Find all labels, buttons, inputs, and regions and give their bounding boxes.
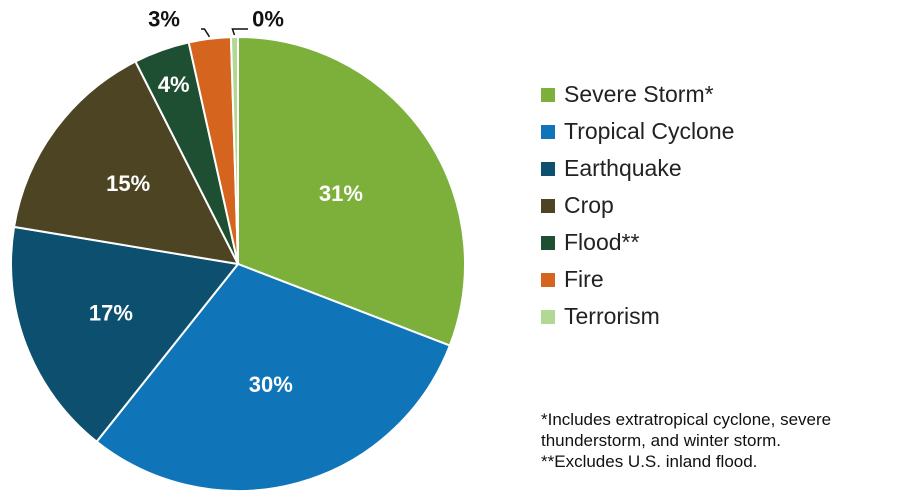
pie-slice-crop (12, 60, 240, 266)
data-label-flood: 4% (158, 72, 190, 97)
legend-item-terrorism: Terrorism (541, 298, 734, 335)
footnote-line-3: **Excludes U.S. inland flood. (541, 452, 758, 471)
data-label-terrorism: 0% (252, 7, 284, 32)
pie-slice-severe-storm (237, 35, 466, 347)
legend-item-flood: Flood** (541, 224, 734, 261)
legend-item-tropical-cyclone: Tropical Cyclone (541, 113, 734, 150)
legend-label-tropical-cyclone: Tropical Cyclone (564, 118, 735, 144)
legend-item-earthquake: Earthquake (541, 150, 734, 187)
data-label-crop: 15% (106, 171, 150, 196)
legend-swatch-terrorism (541, 309, 555, 324)
legend-label-terrorism: Terrorism (564, 303, 660, 329)
legend-label-flood: Flood** (564, 229, 640, 255)
legend-swatch-tropical-cyclone (541, 124, 555, 139)
legend-swatch-flood (541, 235, 555, 250)
pie-slice-terrorism (229, 35, 239, 265)
legend-item-crop: Crop (541, 187, 734, 224)
legend: Severe Storm* Tropical Cyclone Earthquak… (541, 76, 734, 335)
data-label-severe-storm: 31% (319, 181, 363, 206)
leader-line-fire (201, 28, 211, 38)
footnote-line-1: *Includes extratropical cyclone, severe (541, 410, 832, 429)
pie-slice-earthquake (10, 225, 240, 444)
data-label-fire: 3% (148, 7, 180, 32)
legend-swatch-earthquake (541, 161, 555, 176)
legend-label-fire: Fire (564, 266, 604, 292)
legend-item-fire: Fire (541, 261, 734, 298)
leader-line-terrorism (231, 28, 248, 36)
footnotes: *Includes extratropical cyclone, severe … (541, 409, 831, 472)
pie-slice-tropical-cyclone (95, 262, 452, 492)
legend-label-severe-storm: Severe Storm* (564, 81, 714, 107)
legend-swatch-fire (541, 272, 555, 287)
pie-chart: 31% 30% 17% 15% 4% 3% 0% (10, 7, 466, 492)
data-label-earthquake: 17% (89, 300, 133, 325)
data-label-tropical-cyclone: 30% (249, 372, 293, 397)
legend-label-crop: Crop (564, 192, 614, 218)
footnote-line-2: thunderstorm, and winter storm. (541, 431, 781, 450)
legend-item-severe-storm: Severe Storm* (541, 76, 734, 113)
legend-swatch-severe-storm (541, 87, 555, 102)
legend-swatch-crop (541, 198, 555, 213)
legend-label-earthquake: Earthquake (564, 155, 682, 181)
